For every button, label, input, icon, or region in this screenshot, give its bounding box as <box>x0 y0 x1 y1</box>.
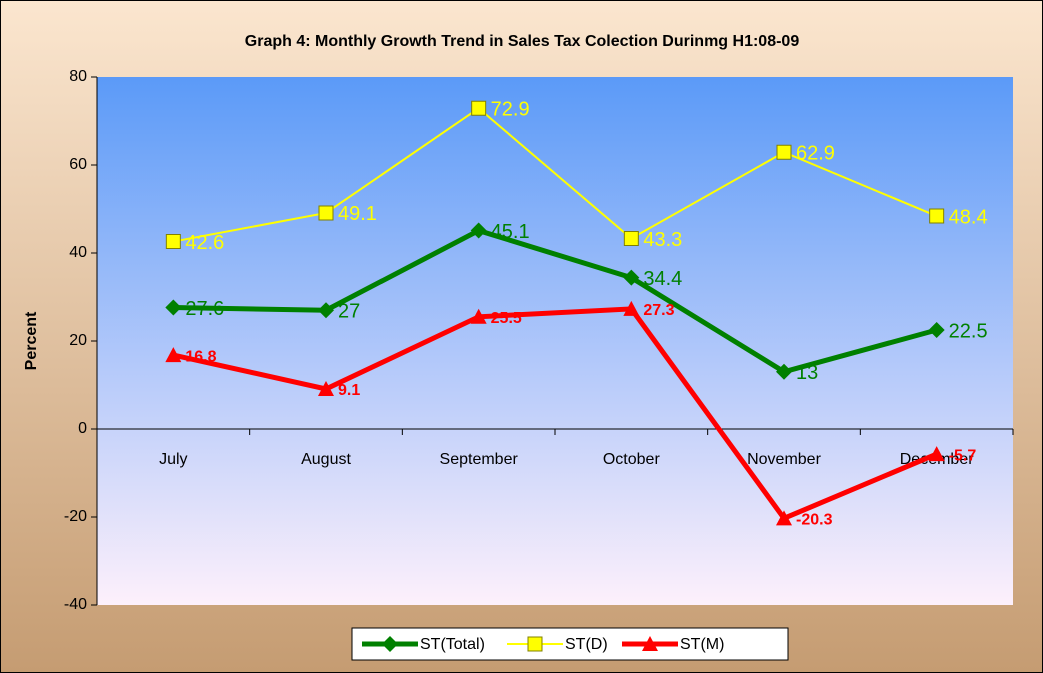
legend-label: ST(M) <box>680 636 724 653</box>
data-label: 45.1 <box>491 221 530 243</box>
x-tick-label: August <box>301 451 351 468</box>
legend-label: ST(D) <box>565 636 608 653</box>
data-point <box>776 363 792 380</box>
data-label: 22.5 <box>949 320 988 342</box>
data-label: 42.6 <box>185 232 224 254</box>
data-label: 49.1 <box>338 203 377 225</box>
x-tick-label: October <box>603 451 661 468</box>
y-tick-label: -20 <box>64 508 87 525</box>
data-label: 62.9 <box>796 143 835 165</box>
y-tick-label: 60 <box>69 156 87 173</box>
data-point <box>471 100 487 116</box>
data-point <box>165 299 182 316</box>
legend-marker <box>382 636 398 652</box>
data-label: 13 <box>796 362 818 384</box>
data-point <box>623 230 639 246</box>
y-tick-label: 80 <box>69 68 87 85</box>
data-point <box>623 300 640 316</box>
series-line <box>173 227 938 375</box>
data-point <box>165 234 181 250</box>
y-tick-label: 20 <box>69 332 87 349</box>
x-tick-label: November <box>747 451 821 468</box>
data-label: 16.8 <box>185 348 216 365</box>
data-label: 27.6 <box>185 298 224 320</box>
plot-area <box>97 77 1013 605</box>
legend-marker <box>527 636 543 652</box>
data-point <box>318 380 334 396</box>
data-point <box>929 208 945 224</box>
data-label: -20.3 <box>796 512 833 529</box>
data-label: 25.5 <box>491 310 522 327</box>
series-line <box>173 106 938 243</box>
data-point <box>318 205 334 221</box>
legend-label: ST(Total) <box>420 636 485 653</box>
legend <box>351 627 789 661</box>
data-label: 27 <box>338 300 360 322</box>
data-point <box>928 446 945 462</box>
y-tick-label: 40 <box>69 244 87 261</box>
legend-marker <box>642 636 658 651</box>
y-axis-label: Percent <box>23 311 40 370</box>
chart-title: Graph 4: Monthly Growth Trend in Sales T… <box>245 33 800 50</box>
data-point <box>623 269 640 286</box>
data-point <box>776 144 792 160</box>
x-tick-label: July <box>159 451 187 468</box>
data-point <box>928 322 945 338</box>
data-label: 43.3 <box>643 229 682 251</box>
data-point <box>318 302 334 319</box>
x-tick-label: September <box>440 451 519 468</box>
y-tick-label: -40 <box>64 596 87 613</box>
data-point <box>776 510 792 526</box>
data-label: 72.9 <box>491 99 530 121</box>
data-label: 27.3 <box>643 302 674 319</box>
data-label: -5.7 <box>949 447 977 464</box>
y-tick-label: 0 <box>78 420 87 437</box>
data-label: 9.1 <box>338 382 360 399</box>
series-line <box>172 306 938 522</box>
data-point <box>470 308 487 324</box>
data-point <box>165 347 182 363</box>
data-point <box>470 222 487 239</box>
data-label: 34.4 <box>643 268 682 290</box>
data-label: 48.4 <box>949 206 988 228</box>
